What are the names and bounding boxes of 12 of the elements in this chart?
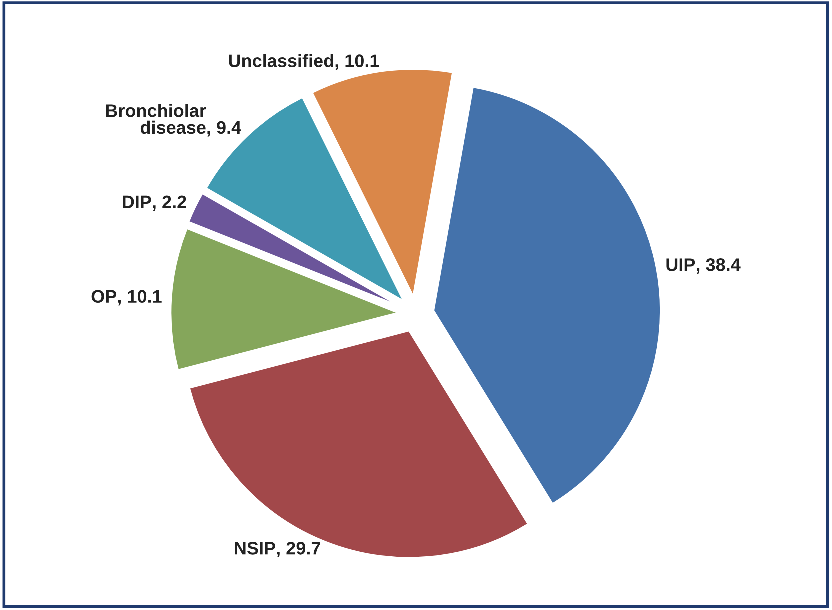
data-label: , 10.1 [118, 290, 162, 306]
data-label: , 29.7 [277, 542, 320, 558]
data-label: , 9.4 [208, 121, 242, 137]
slice-label: OP [92, 290, 117, 304]
data-label: , 10.1 [336, 54, 380, 70]
slice-label: Unclassified [229, 54, 334, 68]
slice-label: UIP [666, 258, 696, 272]
slice-label: DIP [123, 196, 152, 208]
slice-label: Bronchiolar disease [106, 104, 206, 134]
data-label: , 2.2 [153, 196, 186, 212]
data-label: , 38.4 [696, 258, 741, 274]
slice-label: NSIP [235, 542, 276, 555]
